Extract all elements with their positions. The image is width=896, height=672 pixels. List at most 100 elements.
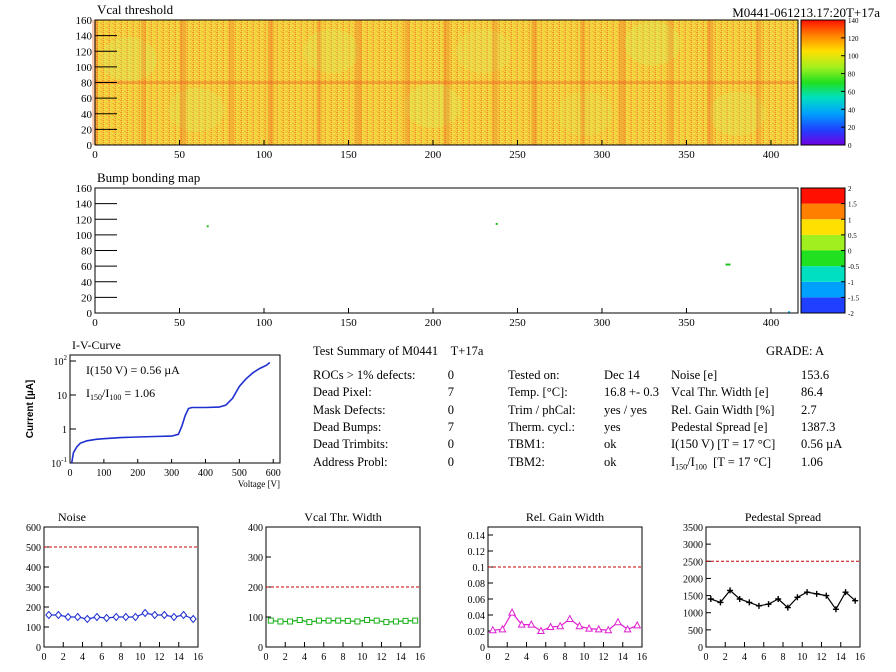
x-tick-label: 200 [425,317,442,329]
ratio-sub: 100 [109,393,121,402]
y-tick-label: 600 [26,523,41,534]
y-tick-label: 0 [258,643,263,654]
series-line [710,589,856,611]
data-point [141,608,149,618]
x-tick-label: 0 [486,652,491,663]
data-point [755,602,762,609]
x-tick-label: 50 [174,317,186,329]
series-line [48,612,194,620]
colorbar-label: 0.5 [848,232,857,240]
x-tick-label: 2 [283,652,288,663]
summary-mid-value: yes / yes [604,402,648,417]
x-tick-label: 12 [155,652,165,663]
summary-title: Test Summary of M0441 T+17a [313,344,483,359]
x-tick-label: 14 [618,652,628,663]
map-patch [624,21,681,66]
colorbar-label: -2 [848,310,854,318]
y-tick-label: 160 [76,183,93,195]
y-tick-label: 60 [81,261,93,273]
summary-right-label: I(150 V) [T = 17 °C] [671,437,776,452]
iv-title: I-V-Curve [72,338,121,352]
iv-ratio: I150/I100 = 1.06 [86,386,155,402]
ratio-slash: /I [102,386,109,400]
x-tick-label: 4 [302,652,307,663]
summary-mid-label: TBM2: [508,454,545,469]
x-tick-label: 350 [678,149,695,161]
plot-title: Vcal Thr. Width [304,510,381,524]
x-tick-label: 14 [836,652,846,663]
data-point [727,587,734,594]
roc-edge [267,20,274,145]
y-tick-label: 100 [248,613,263,624]
data-point [93,612,101,622]
summary-right-label: Pedestal Spread [e] [671,419,768,434]
y-tick-label: 0 [698,643,703,654]
summary-left-value: 0 [447,368,454,382]
data-point [623,624,632,633]
x-tick-label: 12 [377,652,387,663]
summary-left-label: Dead Trimbits: [313,437,389,452]
y-tick-label: 80 [81,246,93,258]
map-patch [404,83,461,128]
x-tick-label: 400 [198,468,213,479]
data-point [74,612,82,622]
data-point [613,617,622,626]
data-point [131,612,140,622]
data-point [64,612,72,622]
x-tick-label: 6 [99,652,104,663]
summary-left-value: 0 [447,402,454,417]
summary-mid-value: 16.8 +- 0.3 [604,385,659,400]
y-tick-label: 80 [81,78,93,90]
roc-edge [531,20,538,145]
x-tick-label: 6 [543,652,548,663]
x-tick-label: 100 [256,317,273,329]
summary-mid-label: Temp. [°C]: [508,385,568,400]
x-tick-label: 50 [174,149,186,161]
data-point [508,608,517,616]
x-tick-label: 10 [357,652,367,663]
y-tick-label: 100 [26,623,41,634]
y-tick-label: 20 [81,292,93,304]
grade-label: GRADE: A [766,344,824,358]
x-tick-label: 600 [266,468,281,479]
summary-mid-value: Dec 14 [604,368,640,382]
x-tick-label: 100 [256,149,273,161]
data-point [354,618,361,625]
y-tick-label: 1 [62,425,67,436]
data-point [412,617,419,624]
x-tick-label: 16 [855,652,865,663]
data-point [364,617,371,623]
y-tick-label: 20 [81,124,93,136]
x-tick-label: 2 [505,652,510,663]
colorbar-label: -1.5 [848,294,860,302]
y-tick-label: 0.12 [468,547,486,558]
iv-ylabel: Current [µA] [25,380,36,439]
y-tick-label: 60 [81,93,93,105]
summary-mid-value: ok [604,454,617,469]
plot-title: Rel. Gain Width [526,510,604,524]
summary-left-label: Dead Bumps: [313,419,382,434]
summary-right-value: 1387.3 [801,419,836,434]
data-point [784,604,791,611]
y-tick-exponent: 2 [64,354,68,362]
ratio-sub: 150 [90,393,102,402]
y-tick-label: 40 [81,109,93,121]
roc-edge [228,20,234,145]
x-tick-label: 4 [524,652,529,663]
y-tick-label: 0 [480,643,485,654]
colorbar-label: 0 [848,248,852,256]
data-point [45,610,53,620]
plot-frame [487,526,643,648]
data-point [179,610,188,620]
x-tick-label: 400 [763,149,780,161]
y-tick-label: 0.08 [468,579,486,590]
iv-annotation: I(150 V) = 0.56 µA [86,363,180,377]
y-tick-label: 0 [87,140,93,152]
roc-edge [619,20,626,145]
data-point [536,626,545,634]
data-point [498,624,507,633]
x-tick-label: 350 [678,317,695,329]
x-tick-label: 8 [563,652,568,663]
y-tick-label: 300 [248,553,263,564]
x-tick-label: 8 [781,652,786,663]
